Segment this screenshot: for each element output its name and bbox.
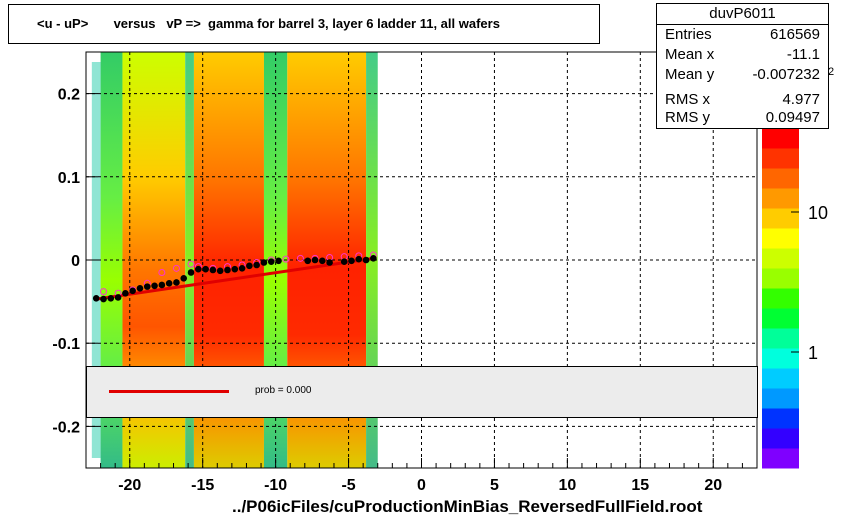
- profile-marker: [143, 283, 151, 290]
- pink-marker: [187, 260, 195, 268]
- colorbar-cell: [762, 348, 799, 369]
- profile-marker: [92, 294, 100, 302]
- colorbar-cell: [762, 148, 799, 169]
- stats-label: Entries: [665, 26, 712, 43]
- stats-value: 616569: [769, 26, 820, 43]
- x-tick-label: -20: [118, 477, 141, 494]
- profile-marker: [304, 257, 312, 265]
- pink-marker: [296, 254, 304, 262]
- profile-marker: [216, 267, 224, 275]
- x-tick-label: 15: [631, 477, 649, 494]
- x-tick-label: 10: [558, 477, 576, 494]
- profile-marker: [267, 258, 275, 265]
- colorbar-cell: [762, 208, 799, 229]
- x-tick-label: 5: [490, 477, 499, 494]
- x-tick-label: -10: [264, 477, 287, 494]
- stats-value: -0.007232: [752, 66, 820, 83]
- y-tick-label: 0: [71, 253, 80, 270]
- colorbar-cell: [762, 308, 799, 329]
- stats-label: RMS y: [665, 109, 710, 126]
- colorbar-cell: [762, 328, 799, 349]
- title-box: <u - uP> versus vP => gamma for barrel 3…: [8, 4, 600, 44]
- colorbar-cell: [762, 368, 799, 389]
- pink-marker: [100, 288, 108, 296]
- profile-marker: [275, 257, 282, 265]
- y-tick-label: 0.1: [58, 170, 80, 187]
- profile-marker: [129, 287, 136, 295]
- profile-marker: [100, 295, 107, 303]
- y-tick-label: 0.2: [58, 87, 80, 104]
- stats-label: Mean x: [665, 46, 715, 63]
- profile-marker: [202, 265, 209, 273]
- profile-marker: [107, 294, 115, 302]
- profile-marker: [151, 282, 158, 290]
- x-tick-label: -15: [191, 477, 214, 494]
- profile-marker: [311, 256, 319, 264]
- profile-marker: [348, 257, 355, 265]
- colorbar-cell: [762, 168, 799, 189]
- pink-marker: [172, 264, 180, 272]
- profile-marker: [180, 275, 188, 282]
- colorbar-exponent: 2: [828, 66, 834, 78]
- colorbar-cell: [762, 128, 799, 149]
- stats-label: Mean y: [665, 66, 715, 83]
- colorbar-cell: [762, 188, 799, 209]
- x-axis-title: ../P06icFiles/cuProductionMinBias_Revers…: [232, 497, 703, 516]
- colorbar-label: 1: [808, 343, 818, 363]
- profile-marker: [326, 259, 333, 266]
- fit-line: [95, 256, 374, 301]
- profile-marker: [260, 259, 268, 266]
- pink-marker: [282, 255, 290, 263]
- profile-marker: [319, 257, 326, 265]
- profile-marker: [362, 256, 370, 264]
- profile-marker: [158, 281, 166, 289]
- profile-marker: [195, 265, 202, 273]
- stats-value: 4.977: [782, 91, 820, 108]
- legend-fit-label: prob = 0.000: [255, 385, 312, 396]
- colorbar-cell: [762, 428, 799, 449]
- profile-marker: [114, 294, 122, 301]
- profile-marker: [246, 262, 253, 270]
- fit-legend: prob = 0.000: [86, 366, 758, 418]
- profile-marker: [209, 266, 217, 274]
- profile-marker: [355, 255, 363, 263]
- colorbar-label: 10: [808, 203, 828, 223]
- chart-title: <u - uP> versus vP => gamma for barrel 3…: [37, 16, 500, 31]
- colorbar-cell: [762, 388, 799, 409]
- stats-name: duvP6011: [657, 4, 828, 25]
- profile-marker: [173, 279, 180, 286]
- profile-marker: [165, 279, 173, 287]
- pink-marker: [158, 268, 166, 276]
- stats-value: 0.09497: [765, 109, 820, 126]
- stats-value: -11.1: [786, 46, 820, 63]
- stats-label: RMS x: [665, 91, 710, 108]
- colorbar-cell: [762, 288, 799, 309]
- stats-box: duvP6011 Entries 616569 Mean x -11.1 Mea…: [656, 3, 829, 129]
- profile-marker: [370, 255, 377, 262]
- x-tick-label: -5: [341, 477, 355, 494]
- y-tick-label: -0.1: [52, 336, 80, 353]
- colorbar-cell: [762, 448, 799, 469]
- profile-marker: [231, 265, 239, 273]
- x-tick-label: 20: [704, 477, 722, 494]
- y-tick-label: -0.2: [52, 419, 80, 436]
- legend-fit-line: [109, 390, 229, 393]
- profile-marker: [224, 266, 231, 274]
- profile-marker: [238, 265, 246, 272]
- colorbar-cell: [762, 228, 799, 249]
- profile-marker: [187, 269, 195, 276]
- colorbar-cell: [762, 268, 799, 289]
- colorbar-cell: [762, 248, 799, 269]
- profile-marker: [253, 261, 260, 269]
- x-tick-label: 0: [417, 477, 426, 494]
- colorbar-cell: [762, 408, 799, 429]
- profile-marker: [340, 258, 348, 265]
- profile-marker: [122, 289, 129, 297]
- profile-marker: [136, 284, 144, 292]
